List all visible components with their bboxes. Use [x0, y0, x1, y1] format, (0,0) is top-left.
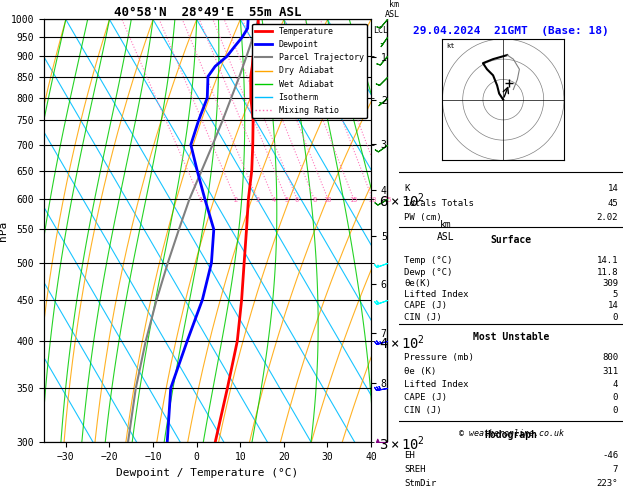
Y-axis label: hPa: hPa	[0, 221, 8, 241]
Text: 45: 45	[608, 199, 618, 208]
Text: 309: 309	[602, 279, 618, 288]
Text: 3: 3	[255, 197, 260, 203]
X-axis label: Dewpoint / Temperature (°C): Dewpoint / Temperature (°C)	[116, 468, 299, 478]
Text: 2.02: 2.02	[597, 213, 618, 222]
FancyBboxPatch shape	[397, 421, 625, 486]
Text: 11.8: 11.8	[597, 267, 618, 277]
Text: Lifted Index: Lifted Index	[404, 380, 469, 389]
Text: CIN (J): CIN (J)	[404, 406, 442, 415]
Text: 800: 800	[602, 353, 618, 363]
Text: 20: 20	[368, 197, 377, 203]
Text: Dewp (°C): Dewp (°C)	[404, 267, 452, 277]
Text: 15: 15	[349, 197, 358, 203]
Text: 29.04.2024  21GMT  (Base: 18): 29.04.2024 21GMT (Base: 18)	[413, 26, 609, 36]
Text: 1: 1	[198, 197, 203, 203]
Text: 7: 7	[613, 465, 618, 474]
Text: 14: 14	[608, 184, 618, 193]
Text: 10: 10	[324, 197, 332, 203]
Text: StmDir: StmDir	[404, 480, 436, 486]
Text: Pressure (mb): Pressure (mb)	[404, 353, 474, 363]
Text: 5: 5	[613, 290, 618, 299]
Text: 8: 8	[312, 197, 316, 203]
Text: 14.1: 14.1	[597, 256, 618, 265]
Text: 6: 6	[295, 197, 299, 203]
Text: CAPE (J): CAPE (J)	[404, 301, 447, 311]
Text: 25: 25	[383, 197, 392, 203]
Text: CAPE (J): CAPE (J)	[404, 393, 447, 402]
Text: LCL: LCL	[373, 26, 388, 35]
Text: -46: -46	[602, 451, 618, 460]
FancyBboxPatch shape	[397, 172, 625, 231]
Text: K: K	[404, 184, 409, 193]
Y-axis label: km
ASL: km ASL	[437, 220, 454, 242]
Text: 4: 4	[613, 380, 618, 389]
Title: 40°58'N  28°49'E  55m ASL: 40°58'N 28°49'E 55m ASL	[114, 6, 301, 19]
Legend: Temperature, Dewpoint, Parcel Trajectory, Dry Adiabat, Wet Adiabat, Isotherm, Mi: Temperature, Dewpoint, Parcel Trajectory…	[252, 24, 367, 118]
Text: PW (cm): PW (cm)	[404, 213, 442, 222]
Text: θe(K): θe(K)	[404, 279, 431, 288]
Text: 0: 0	[613, 393, 618, 402]
Text: km
ASL: km ASL	[384, 0, 399, 19]
Text: © weatheronline.co.uk: © weatheronline.co.uk	[459, 429, 564, 438]
Text: 0: 0	[613, 406, 618, 415]
Text: Totals Totals: Totals Totals	[404, 199, 474, 208]
Text: Surface: Surface	[491, 235, 532, 245]
Text: 4: 4	[271, 197, 276, 203]
Text: Most Unstable: Most Unstable	[473, 332, 549, 342]
Text: 5: 5	[284, 197, 288, 203]
Text: Lifted Index: Lifted Index	[404, 290, 469, 299]
Text: 0: 0	[613, 312, 618, 322]
Text: EH: EH	[404, 451, 415, 460]
Text: Hodograph: Hodograph	[484, 430, 538, 439]
Text: 311: 311	[602, 366, 618, 376]
Text: θe (K): θe (K)	[404, 366, 436, 376]
FancyBboxPatch shape	[397, 226, 625, 328]
Text: SREH: SREH	[404, 465, 425, 474]
Text: 14: 14	[608, 301, 618, 311]
FancyBboxPatch shape	[397, 324, 625, 425]
Text: 223°: 223°	[597, 480, 618, 486]
Text: Temp (°C): Temp (°C)	[404, 256, 452, 265]
Text: kt: kt	[447, 43, 455, 49]
Text: 2: 2	[233, 197, 238, 203]
Text: CIN (J): CIN (J)	[404, 312, 442, 322]
